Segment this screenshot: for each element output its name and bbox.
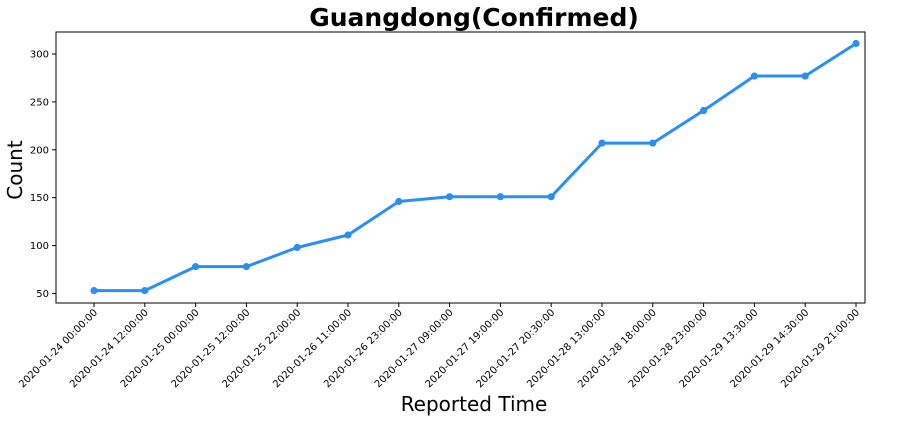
y-tick-label: 100 (30, 241, 49, 252)
y-tick-label: 200 (30, 145, 49, 156)
data-point (192, 263, 200, 271)
data-point (852, 39, 860, 48)
data-point (141, 286, 149, 295)
y-tick-label: 50 (36, 289, 49, 300)
data-point (496, 193, 504, 201)
plot-frame (55, 31, 866, 304)
y-axis-ticks: 50 100 150 200 250 300 (30, 50, 56, 300)
data-point (547, 193, 555, 201)
data-point (801, 72, 809, 80)
y-tick-label: 250 (30, 97, 49, 108)
data-point (293, 243, 301, 252)
data-point (750, 72, 759, 80)
y-axis-label: Count (3, 140, 27, 200)
y-tick-label: 300 (30, 50, 49, 61)
y-tick-label: 150 (30, 193, 49, 204)
data-point (446, 193, 454, 201)
series-line (92, 42, 858, 293)
chart-title: Guangdong(Confirmed) (309, 3, 639, 32)
x-axis-label: Reported Time (401, 392, 548, 416)
data-point (598, 139, 606, 147)
series-confirmed (90, 39, 860, 295)
data-point (395, 197, 403, 206)
data-point (649, 139, 657, 147)
data-point (344, 231, 352, 239)
data-point (90, 286, 98, 295)
data-point (700, 106, 708, 115)
data-point (242, 263, 250, 271)
